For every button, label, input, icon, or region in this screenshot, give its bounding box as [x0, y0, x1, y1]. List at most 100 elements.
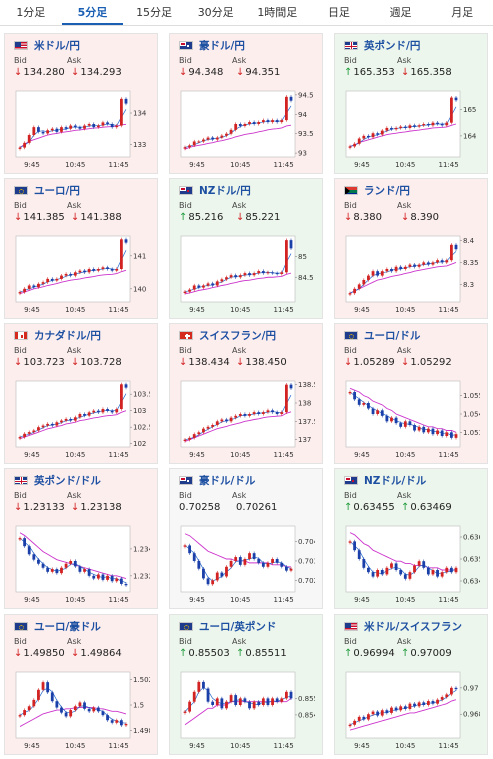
pair-name[interactable]: スイスフラン/円 [199, 329, 277, 342]
pair-name[interactable]: ユーロ/ドル [364, 329, 421, 342]
candle-body [280, 562, 284, 567]
pair-header[interactable]: 米ドル/スイスフラン [344, 619, 462, 633]
ask-label: Ask [397, 201, 412, 210]
pair-header[interactable]: スイスフラン/円 [179, 328, 276, 342]
x-tick-label: 9:45 [189, 742, 205, 750]
candle-body [426, 567, 430, 575]
mini-chart[interactable]: 0.636 0.635 0.634 9:45 10:45 11:45 [344, 524, 480, 604]
pair-header[interactable]: ユーロ/ドル [344, 328, 420, 342]
candle-body [27, 546, 31, 555]
moving-average-line [184, 124, 292, 150]
candle-body [192, 285, 196, 290]
candle-body [27, 432, 31, 434]
candle-body [234, 695, 238, 705]
rate-card[interactable]: NZドル/ドル Bid Ask ↑0.63455 ↑0.63469 0.6360… [334, 468, 488, 609]
y-tick-label: 137.5 [298, 418, 315, 426]
candle-body [23, 433, 27, 438]
mini-chart[interactable]: 85 84.5 9:45 10:45 11:45 [179, 234, 315, 314]
bid-value: 103.723 [23, 357, 65, 368]
plot-area [180, 90, 296, 158]
pair-name[interactable]: 豪ドル/ドル [199, 474, 256, 487]
pair-header[interactable]: 英ポンド/ドル [14, 473, 101, 487]
rate-card[interactable]: ユーロ/円 Bid Ask ↓141.385 ↓141.388 141 140 9:… [4, 178, 158, 319]
mini-chart[interactable]: 141 140 9:45 10:45 11:45 [14, 234, 150, 314]
pair-header[interactable]: 豪ドル/円 [179, 38, 245, 52]
us-flag-icon [344, 621, 358, 631]
rate-card[interactable]: NZドル/円 Bid Ask ↑85.216 ↓85.221 85 84.5 9:4… [169, 178, 323, 319]
bid-price: 0.70258 [179, 502, 232, 513]
pair-name[interactable]: ユーロ/豪ドル [34, 620, 101, 633]
pair-header[interactable]: ユーロ/円 [14, 183, 80, 197]
pair-header[interactable]: ユーロ/英ポンド [179, 619, 276, 633]
rate-card[interactable]: 豪ドル/ドル Bid Ask 0.70258 0.70261 0.7040.70… [169, 468, 323, 609]
mini-chart[interactable]: 1.055 1.054 1.053 9:45 10:45 11:45 [344, 379, 480, 459]
tab-7[interactable]: 月足 [451, 6, 474, 19]
y-tick-label: 0.702 [298, 577, 315, 585]
mini-chart[interactable]: 138.5 138 137.5 137 9:45 10:45 11:45 [179, 379, 315, 459]
bid-value: 8.380 [353, 212, 383, 223]
tab-2[interactable]: 15分足 [136, 6, 173, 19]
mini-chart[interactable]: 165 164 9:45 10:45 11:45 [344, 89, 480, 169]
mini-chart[interactable]: 0.97 0.968 9:45 10:45 11:45 [344, 670, 480, 750]
y-tick-label: 0.636 [463, 534, 480, 542]
candle-body [280, 272, 284, 274]
mini-chart[interactable]: 103.5 103 102.5 102 9:45 10:45 11:45 [14, 379, 150, 459]
mini-chart[interactable]: 94.5 94 93.5 93 9:45 10:45 11:45 [179, 89, 315, 169]
pair-name[interactable]: NZドル/ドル [364, 474, 427, 487]
bid-label: Bid [14, 56, 27, 65]
candle-body [261, 698, 265, 705]
candle-body [55, 701, 59, 708]
pair-header[interactable]: カナダドル/円 [14, 328, 101, 342]
mini-chart[interactable]: 0.704 0.703 0.702 9:45 10:45 11:45 [179, 524, 315, 604]
pair-name[interactable]: 英ポンド/ドル [34, 474, 101, 487]
pair-name[interactable]: 米ドル/スイスフラン [364, 620, 463, 633]
pair-name[interactable]: カナダドル/円 [34, 329, 101, 342]
candle-body [271, 698, 274, 705]
candle-body [362, 403, 366, 405]
mini-chart[interactable]: 0.855 0.8545 9:45 10:45 11:45 [179, 670, 315, 750]
rate-card[interactable]: 英ポンド/円 Bid Ask ↑165.353 ↓165.358 165 164 9… [334, 33, 488, 174]
pair-header[interactable]: ランド/円 [344, 183, 410, 197]
pair-name[interactable]: 米ドル/円 [34, 39, 80, 52]
pair-header[interactable]: ユーロ/豪ドル [14, 619, 101, 633]
pair-name[interactable]: ランド/円 [364, 184, 410, 197]
mini-chart[interactable]: 1.234 1.232 9:45 10:45 11:45 [14, 524, 150, 604]
pair-name[interactable]: ユーロ/円 [34, 184, 80, 197]
tab-6[interactable]: 週足 [389, 6, 412, 19]
pair-name[interactable]: 豪ドル/円 [199, 39, 245, 52]
candle-body [362, 716, 366, 720]
mini-chart[interactable]: 1.502 1.5 1.498 9:45 10:45 11:45 [14, 670, 150, 750]
pair-name[interactable]: ユーロ/英ポンド [199, 620, 277, 633]
pair-header[interactable]: NZドル/ドル [344, 473, 426, 487]
tab-5[interactable]: 日足 [327, 6, 350, 19]
rate-card[interactable]: ユーロ/豪ドル Bid Ask ↓1.49850 ↓1.49864 1.5021… [4, 614, 158, 755]
rate-card[interactable]: ユーロ/ドル Bid Ask ↓1.05289 ↓1.05292 1.0551.… [334, 323, 488, 464]
rate-card[interactable]: カナダドル/円 Bid Ask ↓103.723 ↓103.728 103.51… [4, 323, 158, 464]
candle-body [225, 277, 228, 280]
rate-card[interactable]: ユーロ/英ポンド Bid Ask ↑0.85503 ↑0.85511 0.855… [169, 614, 323, 755]
pair-header[interactable]: 米ドル/円 [14, 38, 80, 52]
rate-card[interactable]: 英ポンド/ドル Bid Ask ↓1.23133 ↓1.23138 1.2341… [4, 468, 158, 609]
rate-card[interactable]: ランド/円 Bid Ask ↓8.380 ↓8.390 8.4 8.35 8.3 9:… [334, 178, 488, 319]
tab-0[interactable]: 1分足 [16, 6, 46, 19]
pair-name[interactable]: NZドル/円 [199, 184, 251, 197]
tab-1[interactable]: 5分足 [61, 0, 124, 25]
rate-card[interactable]: 豪ドル/円 Bid Ask ↓94.348 ↓94.351 94.5 94 93.5… [169, 33, 323, 174]
tab-4[interactable]: 1時間足 [257, 6, 298, 19]
candle-body [106, 575, 109, 580]
candlestick-chart: 94.5 94 93.5 93 9:45 10:45 11:45 [180, 90, 314, 169]
rate-card[interactable]: 米ドル/円 Bid Ask ↓134.280 ↓134.293 134 133 9:… [4, 33, 158, 174]
tab-3[interactable]: 30分足 [197, 6, 234, 19]
rate-card[interactable]: 米ドル/スイスフラン Bid Ask ↑0.96994 ↑0.97009 0.9… [334, 614, 488, 755]
y-tick-label: 0.634 [463, 578, 480, 586]
candle-body [32, 430, 36, 433]
candle-body [248, 122, 251, 124]
pair-header[interactable]: 英ポンド/円 [344, 38, 420, 52]
pair-header[interactable]: NZドル/円 [179, 183, 251, 197]
mini-chart[interactable]: 134 133 9:45 10:45 11:45 [14, 89, 150, 169]
pair-name[interactable]: 英ポンド/円 [364, 39, 421, 52]
candle-body [367, 275, 370, 280]
pair-header[interactable]: 豪ドル/ドル [179, 473, 255, 487]
rate-card[interactable]: スイスフラン/円 Bid Ask ↓138.434 ↓138.450 138.5… [169, 323, 323, 464]
mini-chart[interactable]: 8.4 8.35 8.3 9:45 10:45 11:45 [344, 234, 480, 314]
